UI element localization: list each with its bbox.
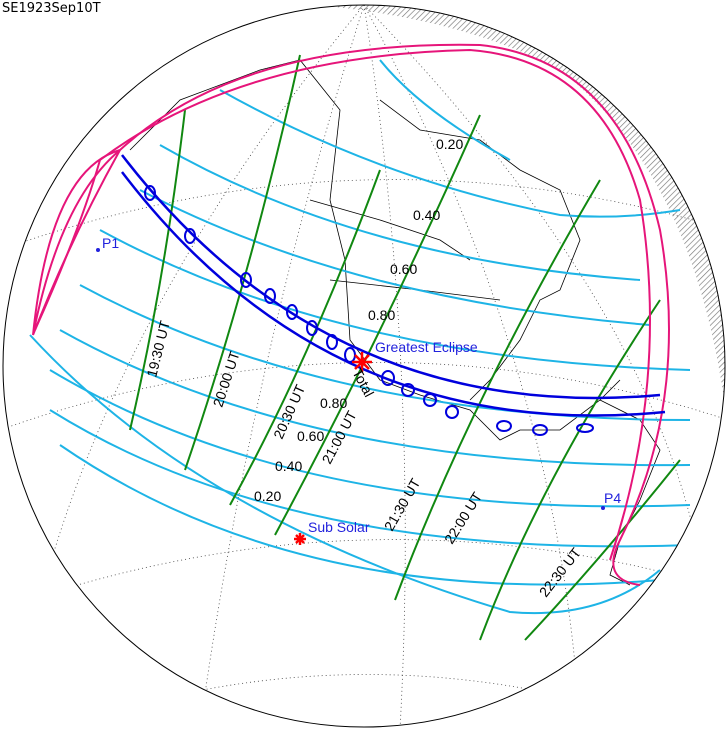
graticule — [3, 5, 725, 727]
mag-label: 0.40 — [413, 207, 440, 223]
p4-point — [601, 506, 605, 510]
mag-label: 0.60 — [297, 428, 324, 444]
totality-shadow-ovals — [144, 185, 594, 436]
outer-limit-curve-inner — [34, 48, 651, 561]
p1-point — [96, 248, 100, 252]
outer-limit-curve — [32, 43, 670, 586]
mag-label: 0.60 — [390, 261, 417, 277]
time-label: 21:30 UT — [381, 475, 424, 533]
time-lines — [129, 54, 681, 641]
p4-label: P4 — [604, 490, 621, 506]
map-title: SE1923Sep10T — [2, 1, 101, 16]
greatest-eclipse-label: Greatest Eclipse — [375, 339, 478, 355]
mag-label: 0.80 — [320, 395, 347, 411]
sub-solar-marker-icon — [294, 533, 306, 545]
sub-solar-label: Sub Solar — [308, 519, 370, 535]
greatest-eclipse-marker-icon — [352, 352, 372, 372]
magnitude-labels: 0.20 0.40 0.60 0.80 0.80 0.60 0.40 0.20 — [254, 136, 463, 504]
mag-label: 0.80 — [368, 307, 395, 323]
mag-label: 0.20 — [254, 488, 281, 504]
mag-label: 0.20 — [436, 136, 463, 152]
p1-label: P1 — [102, 235, 119, 251]
mag-label: 0.40 — [275, 458, 302, 474]
globe-outline — [2, 4, 726, 728]
